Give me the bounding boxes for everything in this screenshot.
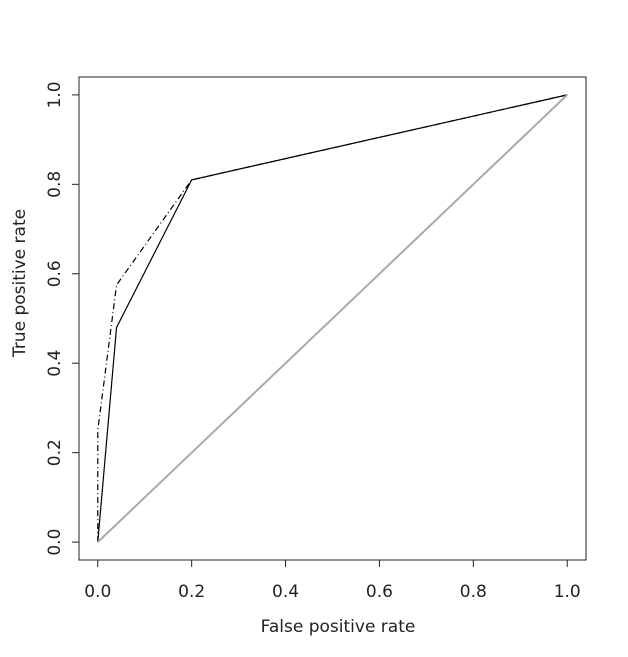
y-tick-label: 1.0 bbox=[45, 81, 65, 108]
x-axis-label: False positive rate bbox=[261, 617, 416, 637]
roc-curve bbox=[97, 94, 568, 543]
y-axis-label: True positive rate bbox=[10, 209, 30, 358]
roc-curve bbox=[97, 94, 568, 543]
y-tick-label: 0.2 bbox=[45, 439, 65, 466]
roc-curve bbox=[97, 94, 568, 543]
y-tick-label: 0.4 bbox=[45, 350, 65, 377]
x-tick-label: 1.0 bbox=[554, 582, 581, 602]
x-tick-label: 0.4 bbox=[272, 582, 299, 602]
x-tick-label: 0.6 bbox=[366, 582, 393, 602]
y-tick-label: 0.8 bbox=[45, 171, 65, 198]
x-tick-label: 0.8 bbox=[460, 582, 487, 602]
y-tick-label: 0.6 bbox=[45, 260, 65, 287]
plot-frame bbox=[78, 76, 587, 561]
x-tick-label: 0.2 bbox=[178, 582, 205, 602]
x-tick-label: 0.0 bbox=[84, 582, 111, 602]
y-tick-label: 0.0 bbox=[45, 529, 65, 556]
